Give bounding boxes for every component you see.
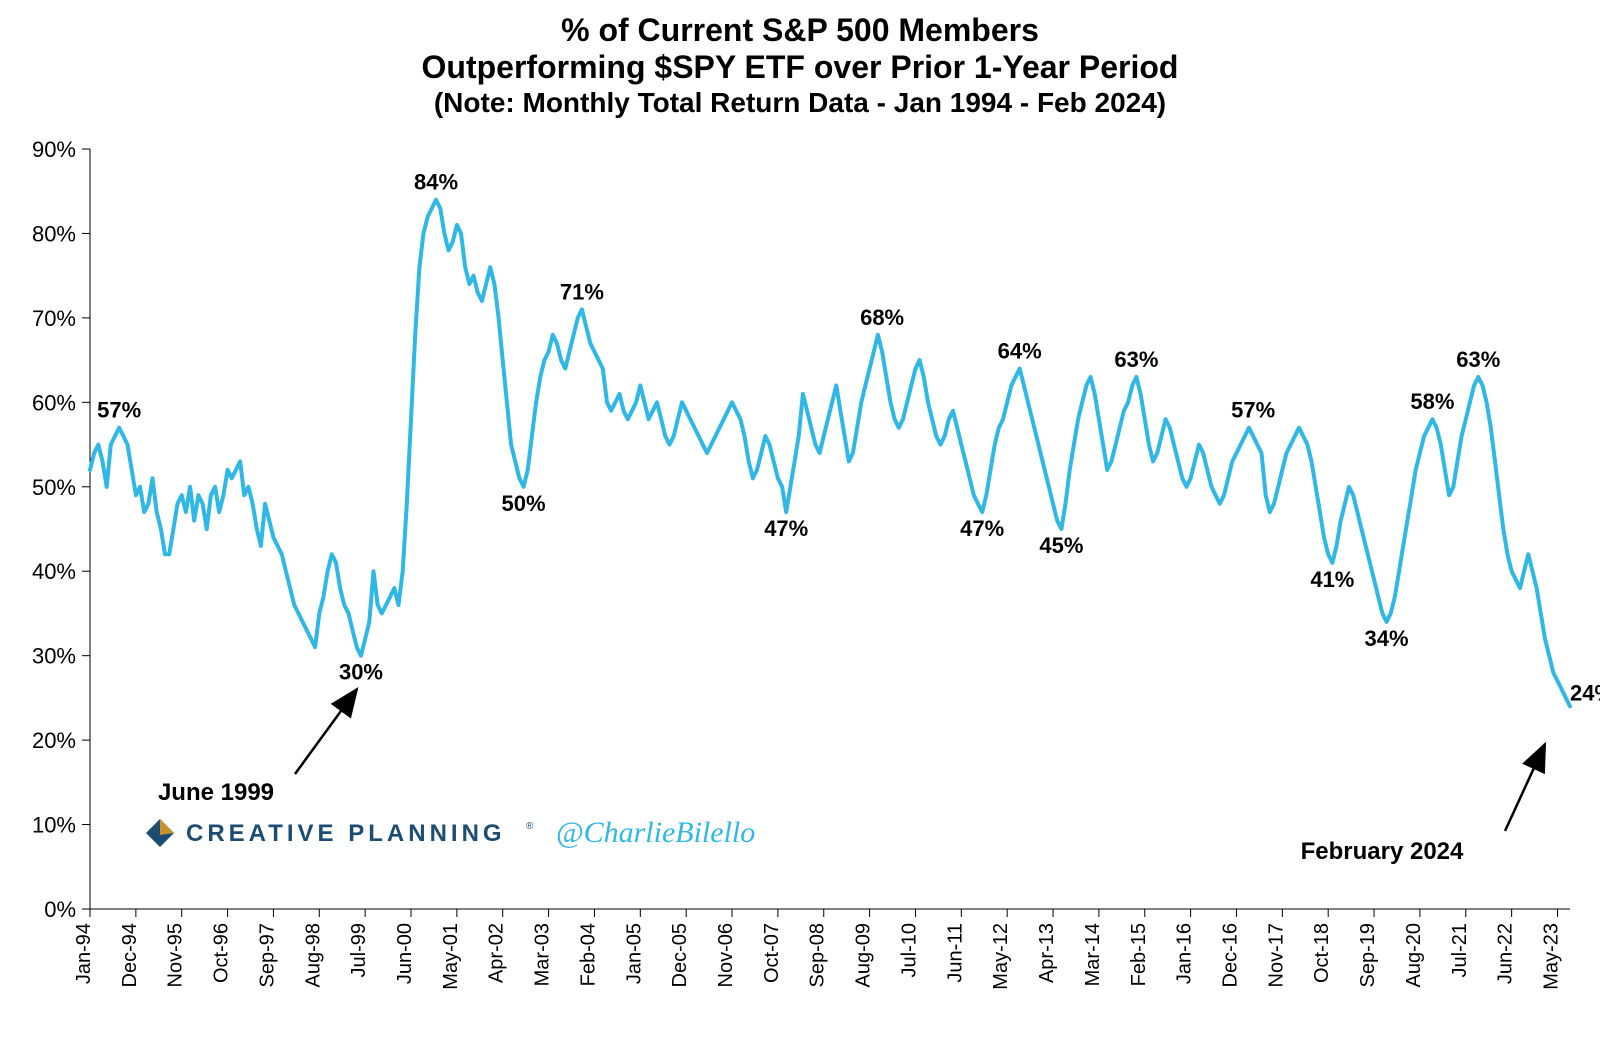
y-tick-label: 20% (32, 728, 76, 753)
brand-row: CREATIVE PLANNING ® @CharlieBilello (146, 816, 755, 849)
data-point-label: 34% (1365, 626, 1409, 651)
y-tick-label: 40% (32, 559, 76, 584)
y-tick-label: 60% (32, 391, 76, 416)
x-tick-label: Sep-08 (807, 923, 829, 988)
chart-title: % of Current S&P 500 Members Outperformi… (0, 0, 1600, 119)
x-tick-label: Dec-94 (119, 923, 141, 987)
x-tick-label: Feb-04 (577, 923, 599, 986)
x-tick-label: Nov-06 (715, 923, 737, 987)
data-point-label: 57% (97, 398, 141, 423)
data-point-label: 64% (998, 339, 1042, 364)
line-chart-svg: 0% 10% 20% 30% 40% 50% 60% 70% 80% 90% Jan-94 Dec-9… (0, 119, 1600, 1059)
y-tick-label: 10% (32, 813, 76, 838)
x-tick-label: Jan-16 (1174, 923, 1196, 984)
x-tick-label: Mar-14 (1082, 923, 1104, 986)
x-tick-label: Jun-22 (1495, 923, 1517, 984)
x-tick-label: Feb-15 (1128, 923, 1150, 986)
data-point-label: 68% (860, 305, 904, 330)
series-line (90, 200, 1570, 707)
x-tick-label: Jun-00 (394, 923, 416, 984)
y-tick-label: 30% (32, 644, 76, 669)
callout-arrow (1505, 744, 1545, 831)
x-tick-label: Apr-13 (1036, 923, 1058, 983)
data-point-label: 63% (1114, 347, 1158, 372)
y-tick-label: 90% (32, 137, 76, 162)
data-point-label: 58% (1410, 389, 1454, 414)
data-point-label: 84% (414, 170, 458, 195)
data-point-label: 41% (1310, 567, 1354, 592)
x-tick-label: Aug-20 (1403, 923, 1425, 988)
data-point-label: 24% (1570, 681, 1600, 706)
x-tick-label: Aug-09 (853, 923, 875, 988)
x-tick-label: Mar-03 (532, 923, 554, 986)
x-tick-label: Nov-17 (1265, 923, 1287, 987)
y-tick-label: 0% (44, 897, 76, 922)
x-tick-label: Dec-05 (669, 923, 691, 987)
brand-name: CREATIVE PLANNING (186, 820, 506, 847)
x-tick-label: Jul-10 (898, 923, 920, 977)
x-tick-label: Jan-94 (73, 923, 95, 984)
data-point-label: 63% (1456, 347, 1500, 372)
data-point-label: 47% (764, 516, 808, 541)
x-tick-label: Jul-99 (348, 923, 370, 977)
callout-label: February 2024 (1301, 838, 1464, 865)
chart-area: 0% 10% 20% 30% 40% 50% 60% 70% 80% 90% Jan-94 Dec-9… (0, 119, 1600, 1059)
x-tick-label: May-01 (440, 923, 462, 990)
x-tick-label: May-12 (990, 923, 1012, 990)
y-tick-label: 50% (32, 475, 76, 500)
callout-arrow (295, 689, 357, 774)
x-tick-label: Jan-05 (623, 923, 645, 984)
y-tick-label: 80% (32, 222, 76, 247)
x-tick-label: Aug-98 (302, 923, 324, 988)
x-tick-label: Nov-95 (165, 923, 187, 987)
data-point-label: 30% (339, 660, 383, 685)
x-tick-label: Dec-16 (1219, 923, 1241, 987)
data-point-label: 50% (502, 491, 546, 516)
x-tick-label: Sep-97 (256, 923, 278, 988)
x-tick-label: Sep-19 (1357, 923, 1379, 988)
data-point-label: 71% (560, 280, 604, 305)
x-tick-label: Oct-96 (211, 923, 233, 983)
x-tick-label: Jul-21 (1449, 923, 1471, 977)
callout-label: June 1999 (158, 779, 274, 806)
svg-text:®: ® (526, 821, 534, 832)
data-point-label: 45% (1039, 533, 1083, 558)
y-tick-label: 70% (32, 306, 76, 331)
title-line-1: % of Current S&P 500 Members (0, 12, 1600, 49)
title-line-2: Outperforming $SPY ETF over Prior 1-Year… (0, 49, 1600, 86)
x-tick-label: Oct-07 (761, 923, 783, 983)
data-point-label: 57% (1231, 398, 1275, 423)
data-point-label: 47% (960, 516, 1004, 541)
x-tick-label: Apr-02 (486, 923, 508, 983)
x-tick-label: May-23 (1540, 923, 1562, 990)
brand-handle: @CharlieBilello (556, 816, 755, 849)
x-tick-label: Oct-18 (1311, 923, 1333, 983)
x-tick-label: Jun-11 (944, 923, 966, 983)
title-line-3: (Note: Monthly Total Return Data - Jan 1… (0, 86, 1600, 120)
